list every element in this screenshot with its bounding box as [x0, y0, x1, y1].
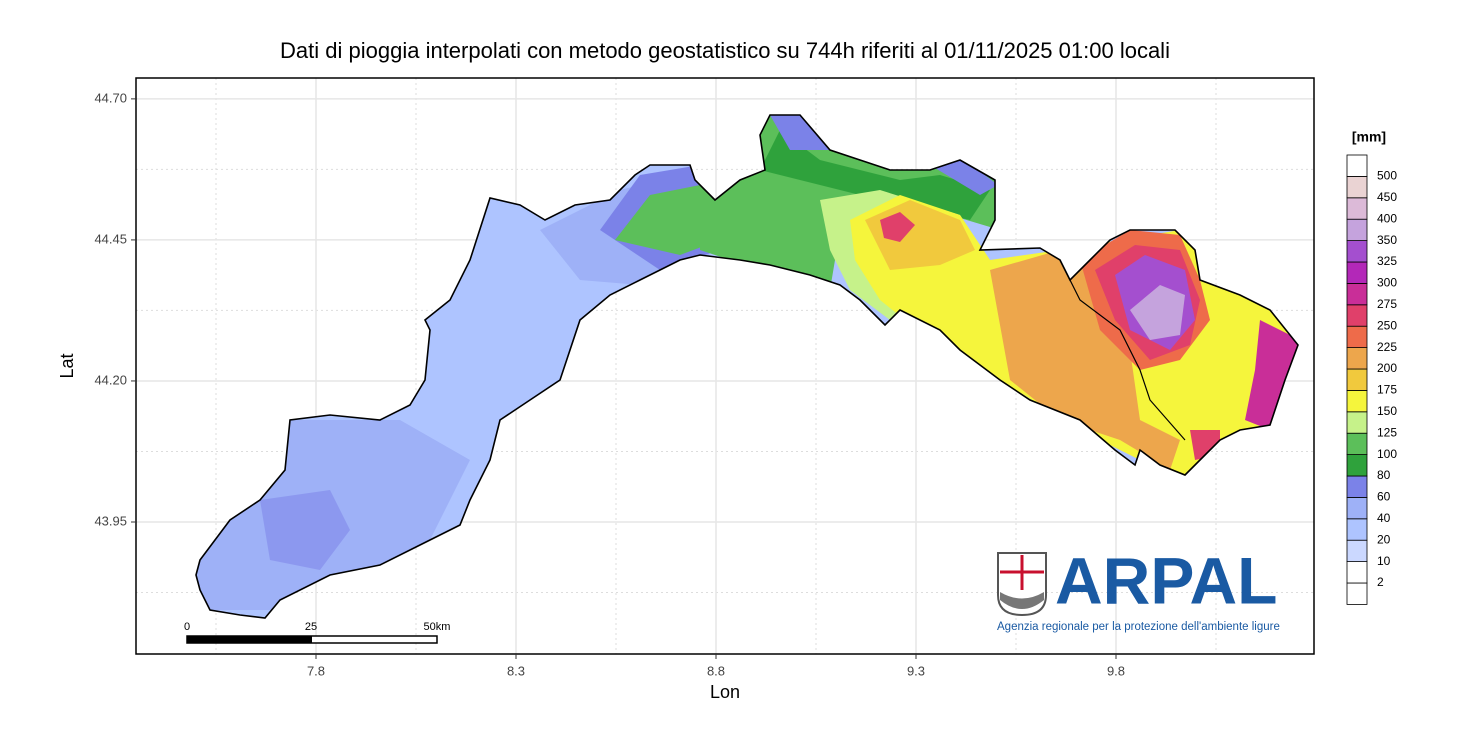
scale-label: 25 — [305, 621, 317, 633]
province-border — [1059, 259, 1186, 441]
y-tick-label: 44.70 — [94, 90, 127, 105]
chart-title: Dati di pioggia interpolati con metodo g… — [280, 38, 1170, 63]
y-tick-label: 44.20 — [94, 372, 127, 387]
legend-label: 275 — [1377, 297, 1397, 311]
legend-swatch — [1346, 218, 1368, 241]
legend-label: 175 — [1377, 383, 1397, 397]
y-axis-label: Lat — [57, 353, 77, 378]
legend-label: 250 — [1377, 318, 1397, 332]
x-tick-label: 8.3 — [507, 663, 525, 678]
y-tick-label: 44.45 — [94, 231, 127, 246]
legend-label: 500 — [1377, 169, 1397, 183]
field-zone — [615, 185, 720, 255]
logo-name: ARPAL — [1055, 543, 1277, 617]
legend-swatch — [1346, 539, 1368, 563]
legend-swatch — [1346, 518, 1368, 541]
legend-label: 60 — [1377, 490, 1391, 504]
legend-swatch — [1346, 368, 1368, 391]
legend-label: 20 — [1377, 532, 1391, 546]
field-zone — [260, 490, 350, 570]
legend-label: 125 — [1377, 425, 1397, 439]
legend-label: 350 — [1377, 233, 1397, 247]
scale-label: 50km — [424, 621, 451, 633]
field-zone — [930, 160, 998, 195]
legend-label: 450 — [1377, 190, 1397, 204]
legend-swatch — [1346, 175, 1368, 199]
legend-swatch — [1346, 261, 1368, 284]
legend-label: 325 — [1377, 254, 1397, 268]
legend-swatch — [1346, 561, 1368, 584]
legend-swatch — [1346, 496, 1368, 520]
y-tick-label: 43.95 — [94, 513, 127, 528]
field-zone — [880, 212, 915, 242]
logo: ARPAL Agenzia regionale per la protezion… — [997, 543, 1280, 633]
plot-frame — [135, 77, 1315, 655]
legend-label: 10 — [1377, 554, 1391, 568]
legend-swatch — [1346, 582, 1368, 605]
legend-title: [mm] — [1352, 129, 1386, 145]
legend-label: 150 — [1377, 404, 1397, 418]
legend-swatch — [1346, 197, 1368, 220]
scale-label: 0 — [184, 621, 190, 633]
field-zone — [990, 250, 1180, 470]
logo-band — [1000, 592, 1044, 609]
scale-bar-segment — [187, 636, 312, 643]
legend-swatch — [1346, 240, 1368, 263]
field-zone — [760, 130, 990, 220]
legend-label: 2 — [1377, 575, 1384, 589]
legend-swatch — [1346, 282, 1368, 306]
legend-label: 200 — [1377, 361, 1397, 375]
legend-label: 225 — [1377, 340, 1397, 354]
legend-swatch — [1346, 411, 1368, 434]
legend-swatch — [1346, 389, 1368, 413]
legend-label: 300 — [1377, 276, 1397, 290]
legend-label: 80 — [1377, 468, 1391, 482]
field-zone — [770, 115, 830, 150]
field-zone — [1130, 285, 1185, 340]
legend-label: 400 — [1377, 211, 1397, 225]
legend-swatch — [1346, 154, 1368, 177]
scale-bar: 0 25 50km — [184, 621, 451, 644]
legend-swatch — [1346, 454, 1368, 477]
x-tick-label: 8.8 — [707, 663, 725, 678]
logo-tagline: Agenzia regionale per la protezione dell… — [997, 621, 1280, 633]
legend-swatch — [1346, 475, 1368, 498]
legend: 2 10 20 40 60 80 100 125 150 175 200 225 250 275 300 32… — [1346, 154, 1397, 605]
legend-label: 100 — [1377, 447, 1397, 461]
legend-swatch — [1346, 304, 1368, 327]
legend-swatch — [1346, 325, 1368, 349]
x-tick-label: 9.8 — [1107, 663, 1125, 678]
x-tick-label: 7.8 — [307, 663, 325, 678]
legend-swatch — [1346, 432, 1368, 456]
x-tick-label: 9.3 — [907, 663, 925, 678]
legend-swatch — [1346, 347, 1368, 370]
legend-label: 40 — [1377, 511, 1391, 525]
x-axis-label: Lon — [710, 682, 740, 702]
